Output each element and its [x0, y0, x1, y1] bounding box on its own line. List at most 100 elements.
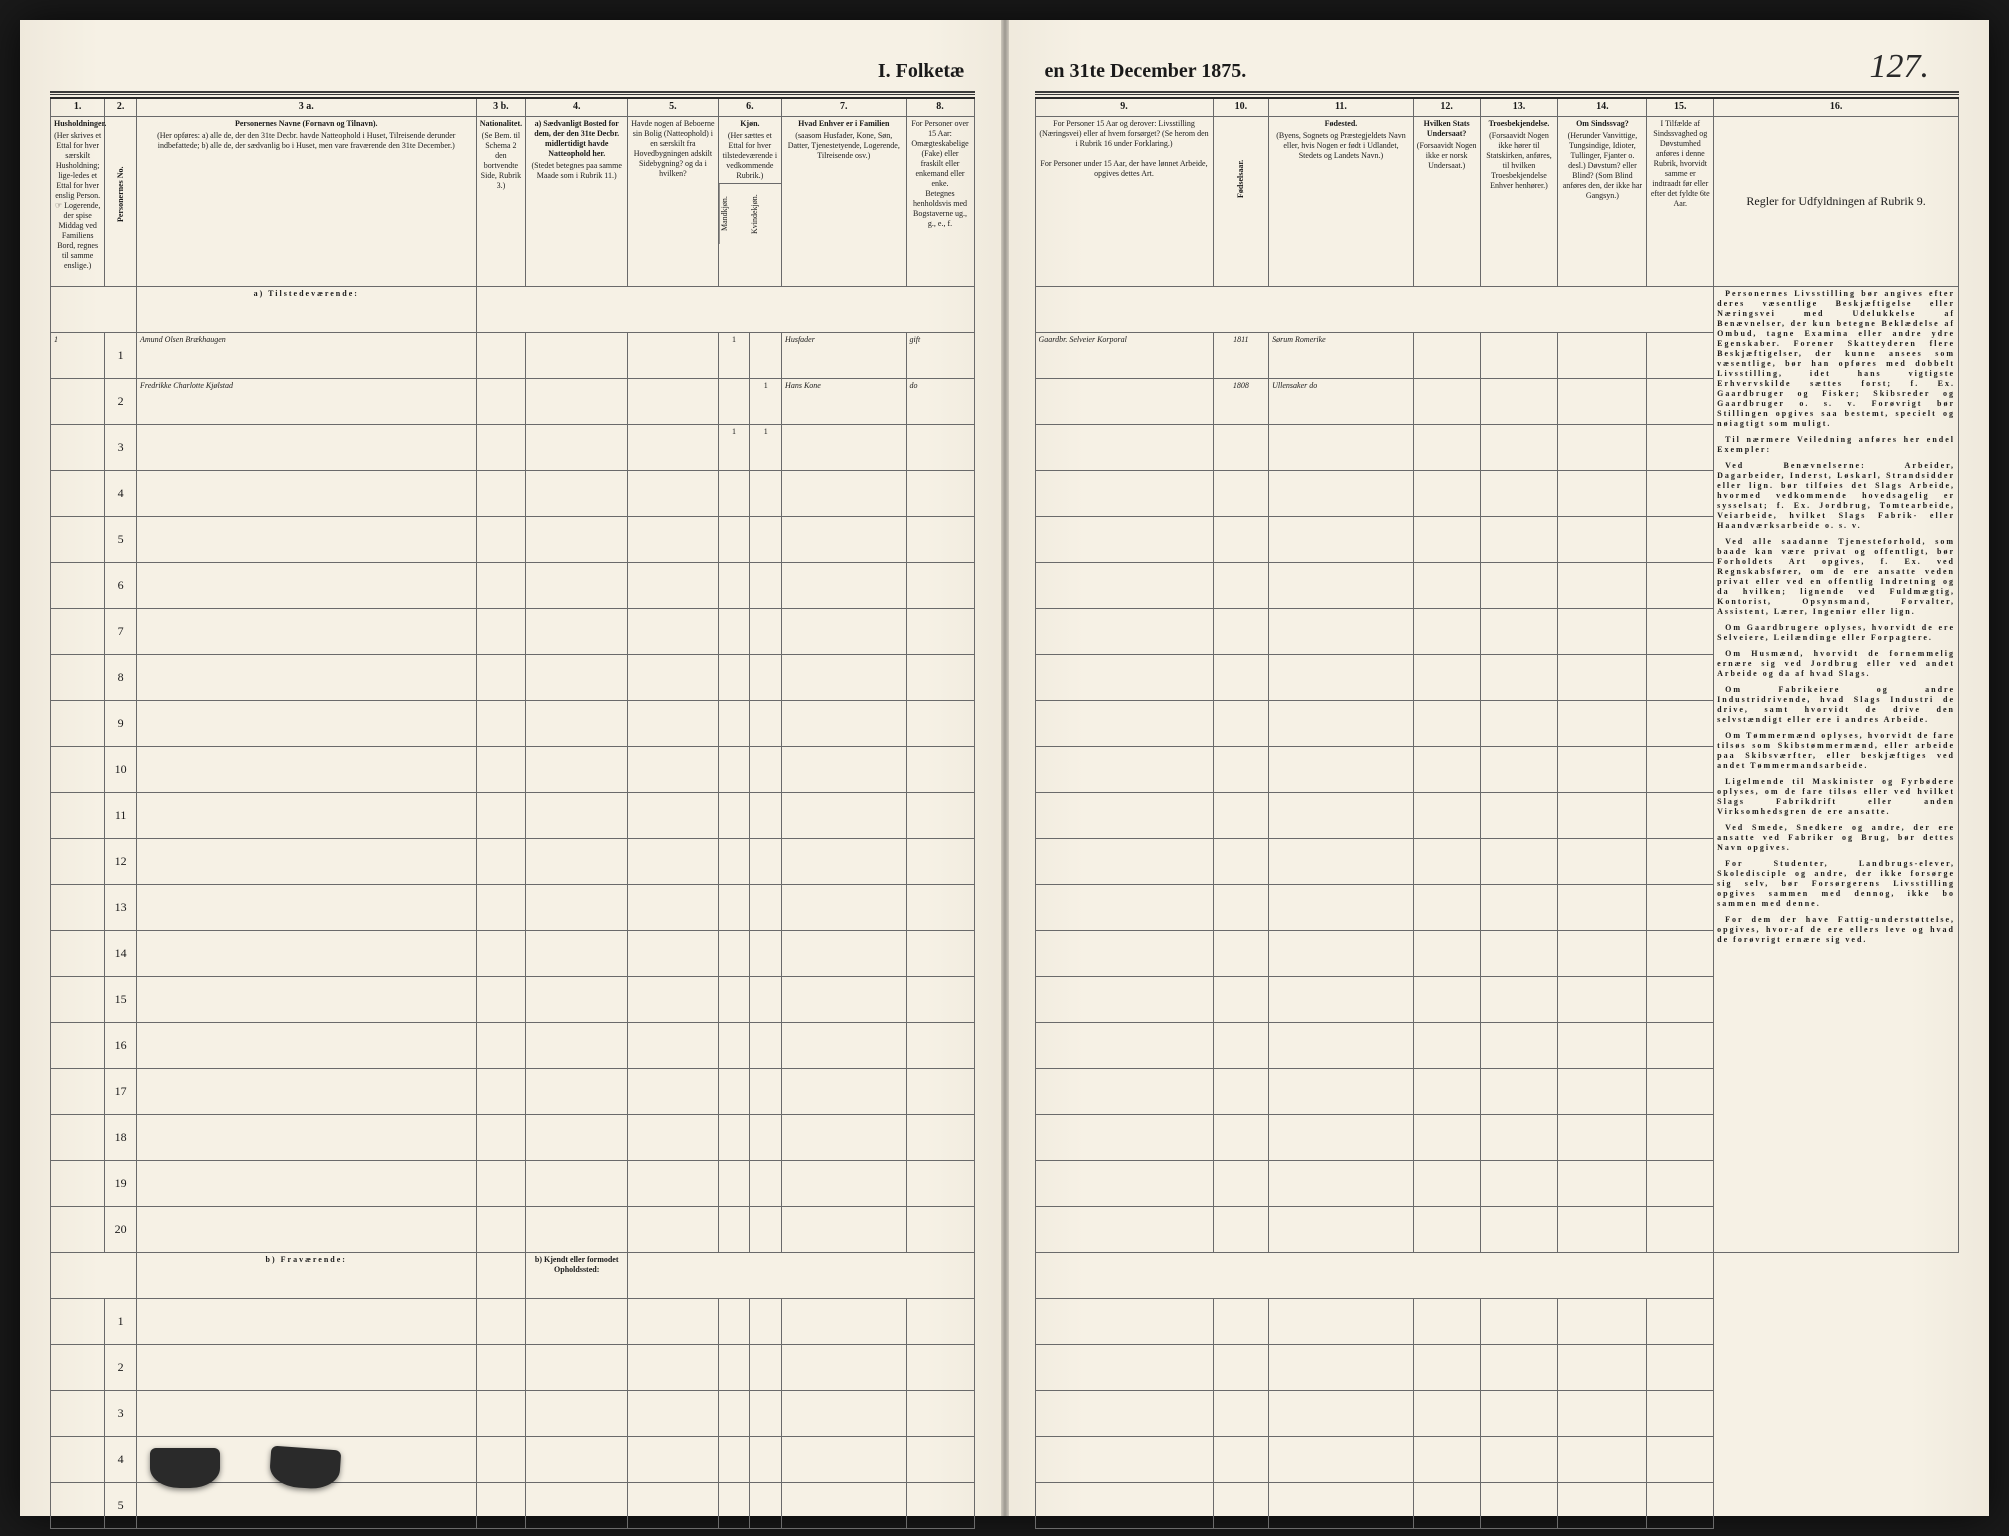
cell-year — [1213, 516, 1269, 562]
table-row: 11Amund Olsen Brækhaugen1Husfadergift — [51, 332, 975, 378]
cell-birthplace — [1269, 654, 1414, 700]
cell-4 — [526, 608, 628, 654]
cell-civil — [906, 1022, 974, 1068]
cell-5 — [628, 930, 719, 976]
cell-5 — [628, 654, 719, 700]
cell-household — [51, 470, 105, 516]
cell-birthplace — [1269, 884, 1414, 930]
cell-4 — [526, 1022, 628, 1068]
cell-sex-m — [718, 608, 750, 654]
cell-birthplace — [1269, 792, 1414, 838]
cell-sex-m — [718, 1206, 750, 1252]
cell-family — [782, 930, 906, 976]
cell-nat — [476, 792, 526, 838]
cell-household — [51, 654, 105, 700]
cell-occupation — [1035, 838, 1213, 884]
colnum-12: 12. — [1413, 98, 1480, 116]
cell-year — [1213, 562, 1269, 608]
colnum-14: 14. — [1558, 98, 1647, 116]
table-row: 5 — [51, 516, 975, 562]
cell-sex-m — [718, 1068, 750, 1114]
cell-sex-k: 1 — [750, 424, 782, 470]
cell-birthplace — [1269, 424, 1414, 470]
cell-nat — [476, 884, 526, 930]
cell-occupation — [1035, 746, 1213, 792]
cell-sex-k — [750, 884, 782, 930]
cell-5 — [628, 792, 719, 838]
cell-sex-k — [750, 1206, 782, 1252]
cell-family — [782, 976, 906, 1022]
cell-household — [51, 424, 105, 470]
colnum-15: 15. — [1647, 98, 1714, 116]
cell-birthplace — [1269, 930, 1414, 976]
cell-rownum: 1 — [105, 332, 137, 378]
cell-year — [1213, 976, 1269, 1022]
cell-5 — [628, 1114, 719, 1160]
cell-sex-k — [750, 976, 782, 1022]
cell-occupation — [1035, 1068, 1213, 1114]
cell-name — [137, 884, 477, 930]
cell-occupation — [1035, 930, 1213, 976]
head-10: Fødselsaar. — [1213, 116, 1269, 286]
cell-4 — [526, 470, 628, 516]
instructions-col16: Personernes Livsstilling bør angives eft… — [1714, 286, 1959, 1252]
table-row: 18 — [51, 1114, 975, 1160]
cell-nat — [476, 378, 526, 424]
cell-rownum: 15 — [105, 976, 137, 1022]
head-11: Fødested. (Byens, Sognets og Præstegjeld… — [1269, 116, 1414, 286]
cell-civil: gift — [906, 332, 974, 378]
cell-nat — [476, 746, 526, 792]
table-row: 20 — [51, 1206, 975, 1252]
cell-4 — [526, 792, 628, 838]
cell-occupation — [1035, 1160, 1213, 1206]
cell-family: Hans Kone — [782, 378, 906, 424]
cell-occupation — [1035, 792, 1213, 838]
table-row — [1035, 1482, 1959, 1528]
cell-sex-m — [718, 654, 750, 700]
table-row: 10 — [51, 746, 975, 792]
colnum-2: 2. — [105, 98, 137, 116]
cell-sex-m — [718, 1160, 750, 1206]
rule-top — [1035, 91, 1960, 95]
cell-name — [137, 562, 477, 608]
book-spine — [1001, 20, 1009, 1516]
table-row: 8 — [51, 654, 975, 700]
cell-family — [782, 838, 906, 884]
cell-household — [51, 1022, 105, 1068]
cell-year — [1213, 1068, 1269, 1114]
cell-civil — [906, 746, 974, 792]
cell-birthplace — [1269, 1114, 1414, 1160]
colnum-7: 7. — [782, 98, 906, 116]
cell-nat — [476, 654, 526, 700]
cell-occupation — [1035, 378, 1213, 424]
cell-year — [1213, 424, 1269, 470]
cell-family — [782, 654, 906, 700]
cell-sex-k: 1 — [750, 378, 782, 424]
cell-4 — [526, 930, 628, 976]
cell-sex-m — [718, 1114, 750, 1160]
cell-occupation — [1035, 1022, 1213, 1068]
cell-rownum: 5 — [105, 516, 137, 562]
cell-nat — [476, 516, 526, 562]
cell-year — [1213, 1206, 1269, 1252]
cell-5 — [628, 562, 719, 608]
cell-civil — [906, 562, 974, 608]
table-row: 15 — [51, 976, 975, 1022]
head-2: Personernes No. — [105, 116, 137, 286]
cell-4 — [526, 1160, 628, 1206]
cell-year — [1213, 700, 1269, 746]
cell-civil — [906, 838, 974, 884]
cell-name — [137, 1022, 477, 1068]
cell-name — [137, 654, 477, 700]
cell-occupation — [1035, 884, 1213, 930]
head-13: Troesbekjendelse. (Forsaavidt Nogen ikke… — [1480, 116, 1558, 286]
cell-civil — [906, 1160, 974, 1206]
cell-sex-m — [718, 976, 750, 1022]
cell-year: 1811 — [1213, 332, 1269, 378]
cell-sex-m — [718, 1022, 750, 1068]
cell-sex-k — [750, 700, 782, 746]
table-row: 2Fredrikke Charlotte Kjølstad1Hans Koned… — [51, 378, 975, 424]
cell-5 — [628, 424, 719, 470]
cell-sex-m — [718, 930, 750, 976]
cell-5 — [628, 1068, 719, 1114]
